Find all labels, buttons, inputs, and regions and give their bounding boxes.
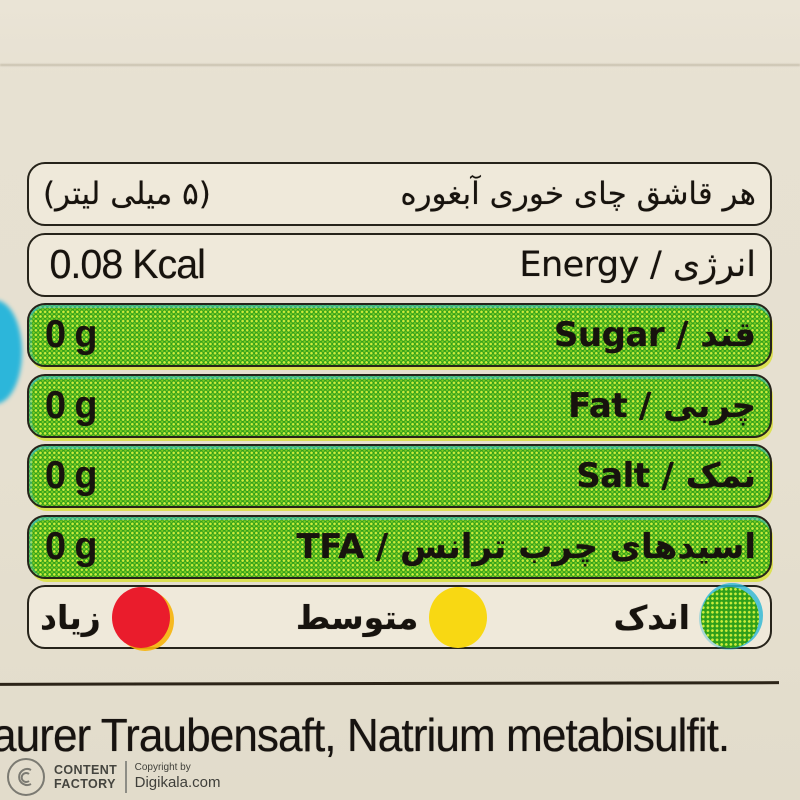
watermark-copyright-label: Copyright by: [134, 762, 191, 773]
watermark-brand-line2: FACTORY: [54, 777, 116, 791]
energy-label: انرژی / Energy: [519, 244, 756, 285]
blue-label-shape: [0, 300, 22, 404]
legend-low-label: اندک: [613, 597, 690, 637]
trans-fat-row: اسیدهای چرب ترانس / TFA 0 g: [27, 514, 772, 579]
legend-medium-label: متوسط: [295, 597, 419, 637]
salt-value: 0 g: [45, 454, 97, 497]
legend-high-label: زیاد: [40, 597, 101, 637]
salt-label: نمک / Salt: [576, 456, 756, 496]
legend-row: اندک متوسط زیاد: [27, 585, 772, 649]
sugar-value: 0 g: [45, 313, 97, 356]
content-factory-logo-icon: [7, 758, 45, 796]
green-dot-icon: [701, 586, 759, 648]
fat-label: چربی / Fat: [568, 385, 756, 426]
watermark-divider: [125, 761, 127, 793]
nutrition-facts-table: هر قاشق چای خوری آبغوره (۵ میلی لیتر) ان…: [27, 162, 772, 649]
sugar-row: قند / Sugar 0 g: [27, 303, 772, 367]
salt-row: نمک / Salt 0 g: [27, 444, 772, 508]
energy-value: 0.08 Kcal: [49, 241, 205, 287]
watermark: CONTENT FACTORY Copyright by Digikala.co…: [6, 757, 220, 797]
label-fold-line: [0, 64, 800, 66]
trans-fat-label: اسیدهای چرب ترانس / TFA: [296, 526, 757, 567]
watermark-brand-line1: CONTENT: [54, 763, 118, 777]
legend-item-medium: متوسط: [295, 586, 488, 648]
serving-volume-text: (۵ میلی لیتر): [43, 176, 211, 212]
watermark-brand: CONTENT FACTORY: [54, 763, 117, 791]
watermark-copyright: Copyright by Digikala.com: [135, 762, 221, 792]
serving-size-text: هر قاشق چای خوری آبغوره: [400, 176, 756, 212]
sugar-label: قند / Sugar: [553, 315, 757, 355]
energy-row: انرژی / Energy 0.08 Kcal: [27, 232, 772, 297]
divider-line: [0, 681, 780, 686]
legend-item-low: اندک: [613, 586, 759, 648]
trans-fat-value: 0 g: [45, 524, 97, 568]
ingredients-text: aurer Traubensaft, Natrium metabisulfit.: [0, 709, 730, 761]
legend-item-high: زیاد: [40, 586, 170, 648]
yellow-dot-icon: [429, 586, 488, 648]
fat-row: چربی / Fat 0 g: [27, 373, 772, 438]
serving-row: هر قاشق چای خوری آبغوره (۵ میلی لیتر): [27, 162, 772, 226]
red-dot-icon: [111, 586, 170, 648]
watermark-site: Digikala.com: [134, 774, 221, 791]
fat-value: 0 g: [45, 383, 97, 427]
